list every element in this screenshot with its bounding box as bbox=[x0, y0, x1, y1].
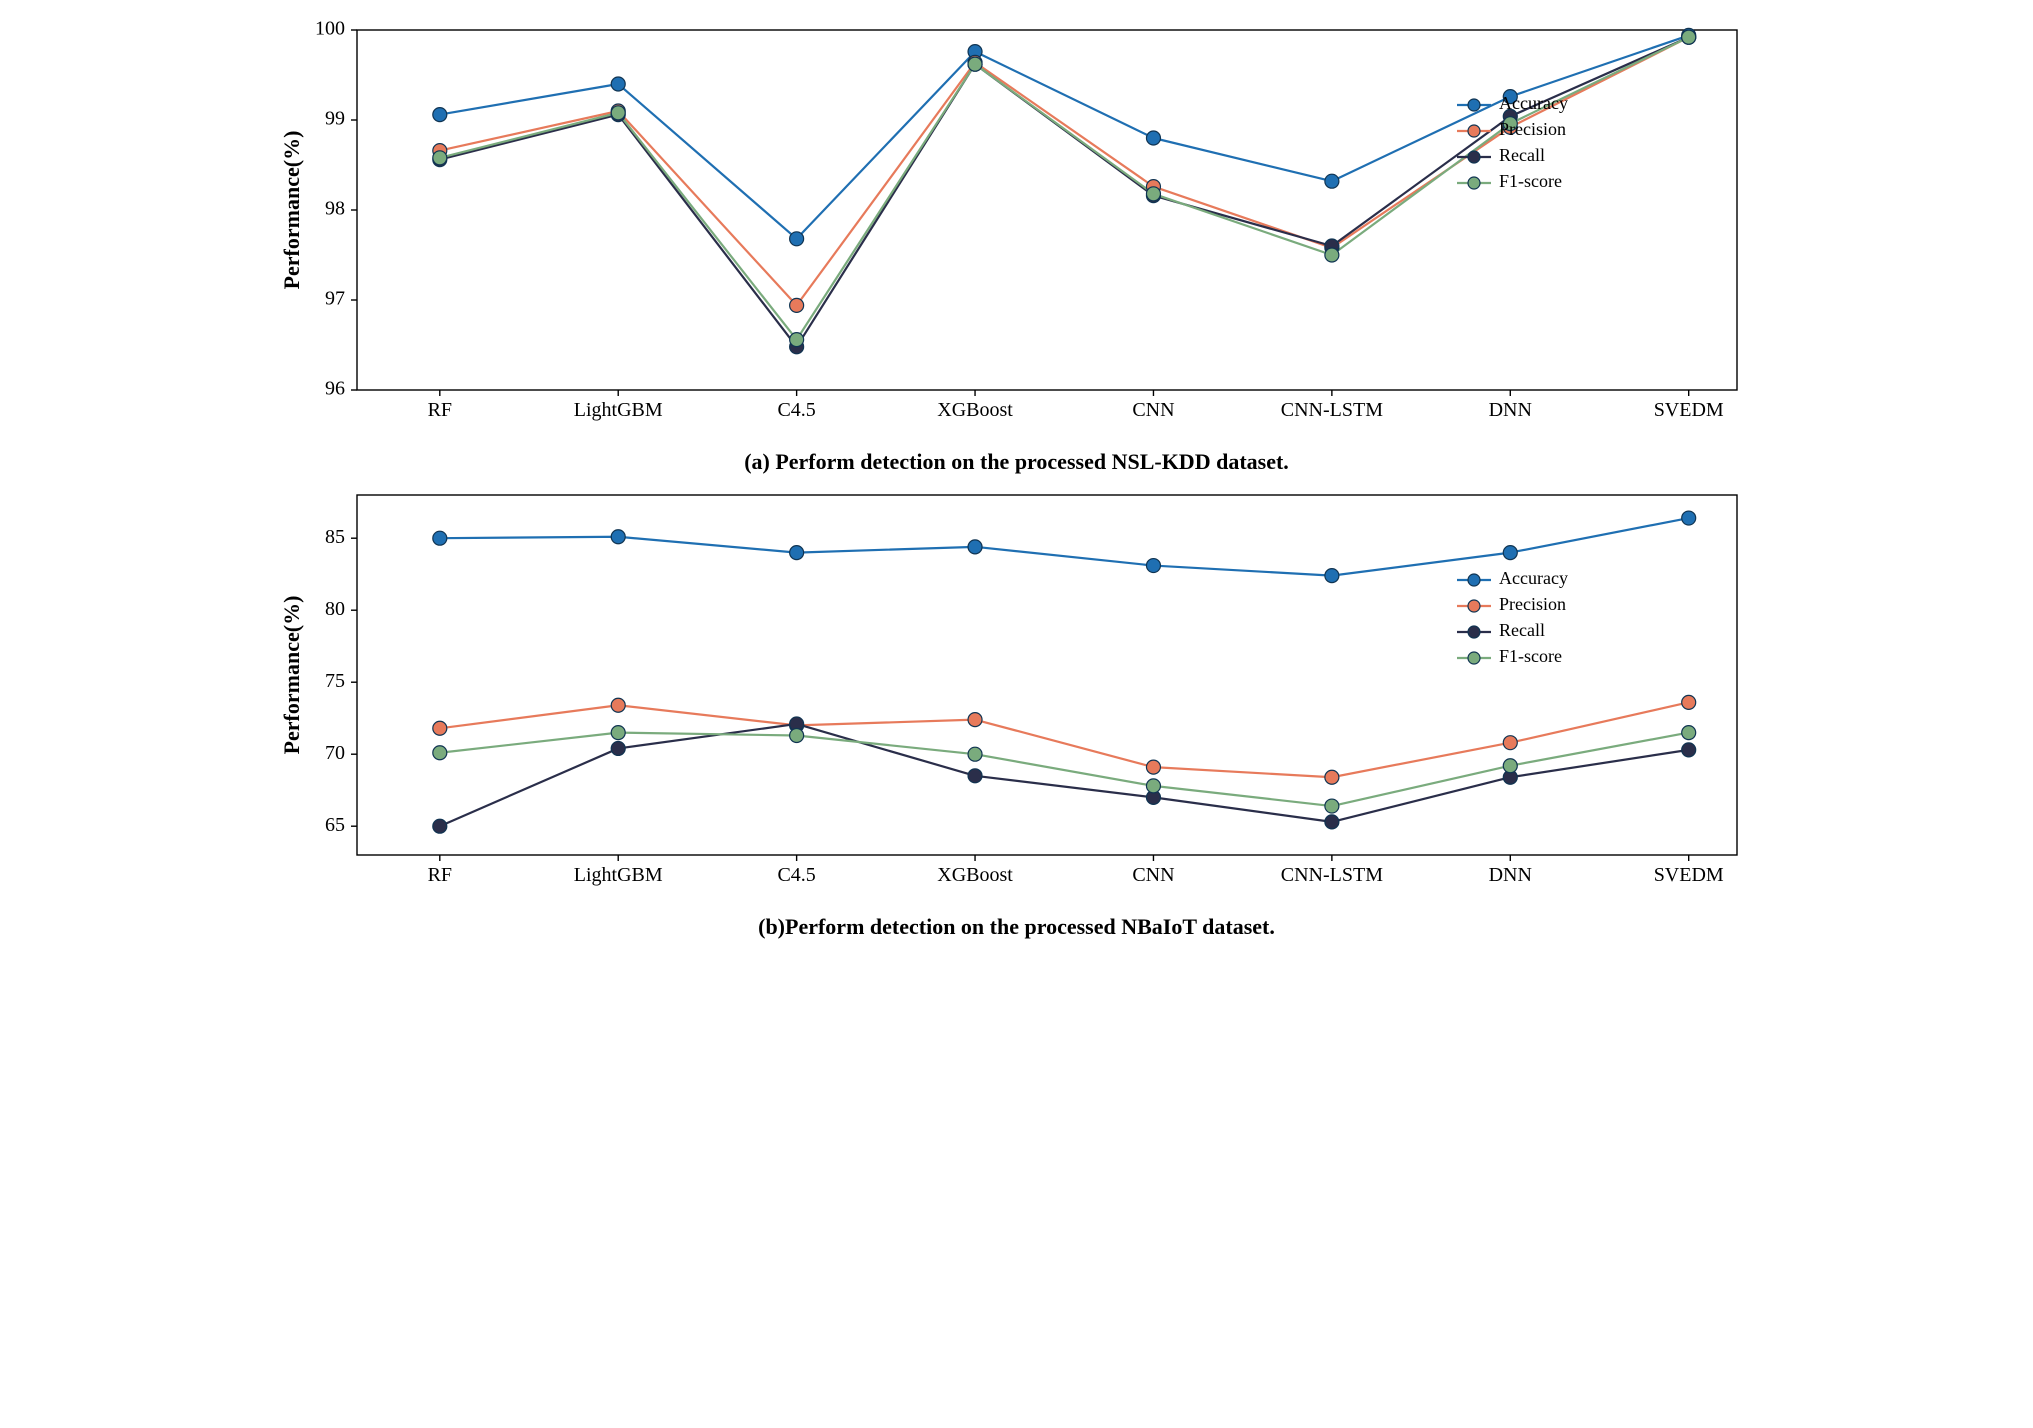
svg-text:70: 70 bbox=[325, 742, 345, 764]
svg-text:XGBoost: XGBoost bbox=[937, 399, 1013, 421]
svg-text:CNN: CNN bbox=[1132, 399, 1174, 421]
svg-text:Performance(%): Performance(%) bbox=[279, 596, 304, 755]
svg-text:DNN: DNN bbox=[1488, 399, 1531, 421]
svg-text:75: 75 bbox=[325, 670, 345, 692]
chart-a-svg: 96 97 98 99 100 RF LightGBM C4.5 XGBoost CNN CNN-L… bbox=[277, 20, 1757, 440]
svg-text:97: 97 bbox=[325, 288, 345, 310]
svg-text:Accuracy: Accuracy bbox=[1499, 93, 1568, 113]
svg-text:LightGBM: LightGBM bbox=[573, 399, 662, 421]
svg-text:C4.5: C4.5 bbox=[777, 864, 815, 886]
svg-text:CNN-LSTM: CNN-LSTM bbox=[1280, 399, 1382, 421]
caption-b: (b)Perform detection on the processed NB… bbox=[277, 914, 1757, 940]
svg-text:SVEDM: SVEDM bbox=[1653, 399, 1723, 421]
svg-text:SVEDM: SVEDM bbox=[1653, 864, 1723, 886]
figure: 96 97 98 99 100 RF LightGBM C4.5 XGBoost CNN CNN-L… bbox=[277, 20, 1757, 940]
svg-text:XGBoost: XGBoost bbox=[937, 864, 1013, 886]
caption-a: (a) Perform detection on the processed N… bbox=[277, 449, 1757, 475]
svg-text:CNN-LSTM: CNN-LSTM bbox=[1280, 864, 1382, 886]
svg-text:100: 100 bbox=[315, 20, 345, 40]
svg-text:CNN: CNN bbox=[1132, 864, 1174, 886]
svg-text:Recall: Recall bbox=[1499, 145, 1545, 165]
svg-text:Accuracy: Accuracy bbox=[1499, 568, 1568, 588]
panel-a: 96 97 98 99 100 RF LightGBM C4.5 XGBoost CNN CNN-L… bbox=[277, 20, 1757, 475]
svg-text:Recall: Recall bbox=[1499, 620, 1545, 640]
svg-text:C4.5: C4.5 bbox=[777, 399, 815, 421]
svg-text:Performance(%): Performance(%) bbox=[279, 131, 304, 290]
svg-text:F1-score: F1-score bbox=[1499, 646, 1562, 666]
svg-text:96: 96 bbox=[325, 378, 345, 400]
svg-text:F1-score: F1-score bbox=[1499, 171, 1562, 191]
svg-text:RF: RF bbox=[427, 399, 451, 421]
svg-text:RF: RF bbox=[427, 864, 451, 886]
panel-b: 65 70 75 80 85 RF LightGBM C4.5 XGBoost CNN CNN-LS… bbox=[277, 485, 1757, 940]
svg-text:DNN: DNN bbox=[1488, 864, 1531, 886]
svg-text:98: 98 bbox=[325, 198, 345, 220]
svg-text:Precision: Precision bbox=[1499, 119, 1566, 139]
chart-b-svg: 65 70 75 80 85 RF LightGBM C4.5 XGBoost CNN CNN-LS… bbox=[277, 485, 1757, 905]
svg-text:80: 80 bbox=[325, 598, 345, 620]
svg-text:Precision: Precision bbox=[1499, 594, 1566, 614]
svg-text:99: 99 bbox=[325, 108, 345, 130]
svg-text:LightGBM: LightGBM bbox=[573, 864, 662, 886]
svg-text:65: 65 bbox=[325, 814, 345, 836]
svg-text:85: 85 bbox=[325, 526, 345, 548]
